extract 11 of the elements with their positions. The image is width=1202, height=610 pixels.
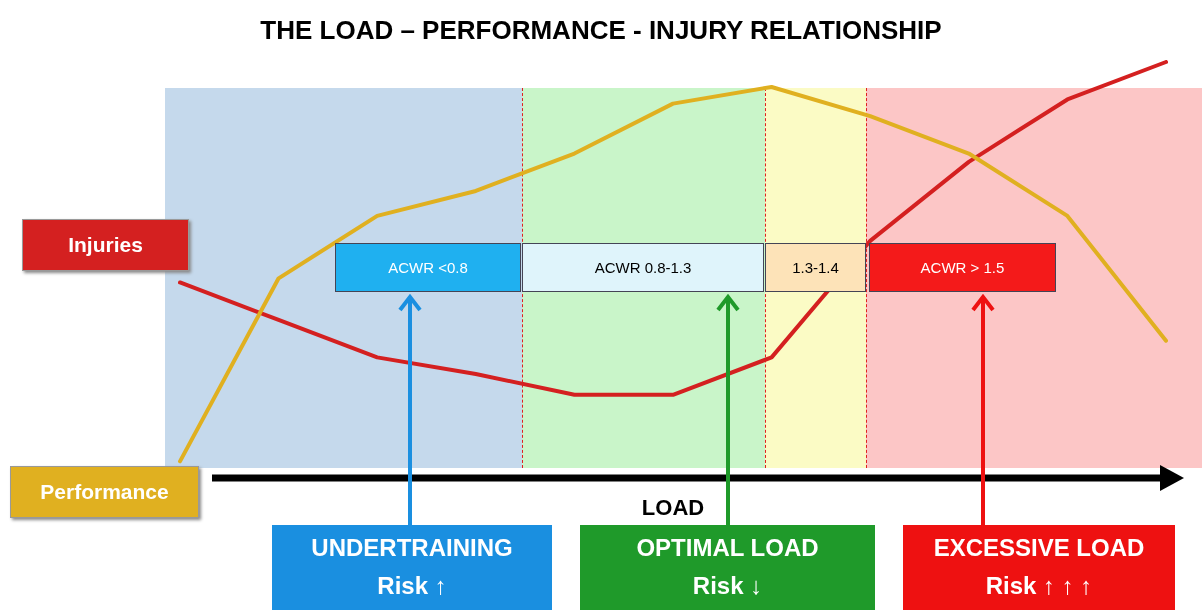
series-label: Performance [10, 466, 199, 519]
text: EXCESSIVE LOAD Risk ↑ ↑ ↑ [903, 525, 1175, 610]
label-box: ACWR <0.8 [335, 243, 521, 292]
text: Injuries [22, 219, 189, 272]
label-box: ACWR 0.8-1.3 [522, 243, 764, 292]
x-axis-title: LOAD [641, 494, 705, 520]
chart-title: THE LOAD – PERFORMANCE - INJURY RELATIONSHIP [260, 15, 942, 45]
label-box: ACWR > 1.5 [869, 243, 1056, 292]
label-box: 1.3-1.4 [765, 243, 866, 292]
text: OPTIMAL LOAD Risk ↓ [580, 525, 875, 610]
text: UNDERTRAINING Risk ↑ [272, 525, 552, 610]
